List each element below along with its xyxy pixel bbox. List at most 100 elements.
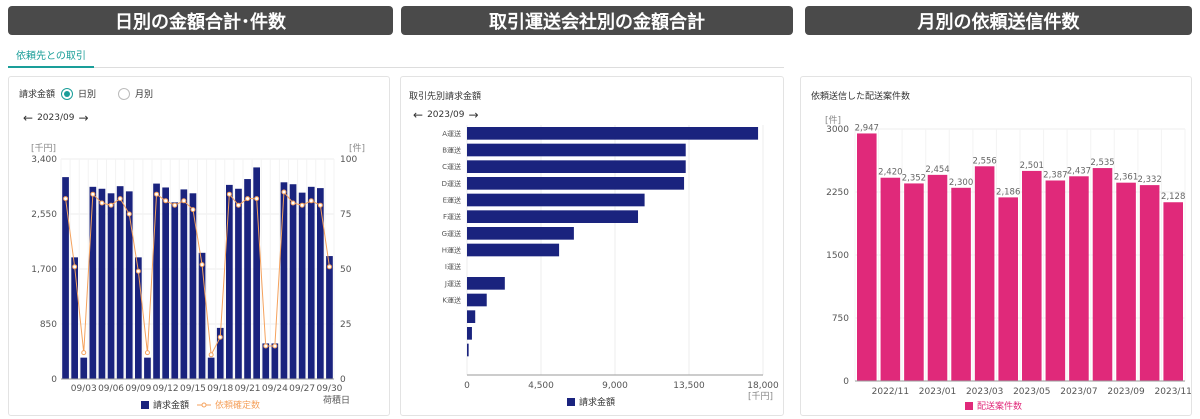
daily-xtick: 09/21: [235, 384, 261, 394]
daily-bar: [262, 343, 270, 379]
carrier-next-month-arrow-icon[interactable]: →: [468, 108, 479, 122]
daily-bar: [116, 186, 124, 379]
monthly-bar: [1092, 168, 1113, 381]
daily-bar: [180, 189, 188, 379]
monthly-ytick: 1500: [826, 251, 849, 261]
daily-bar: [216, 327, 224, 379]
daily-line-point: [63, 196, 69, 202]
monthly-bar-label: 2,535: [1090, 158, 1114, 168]
carrier-bar: [467, 327, 472, 340]
daily-bar: [107, 193, 115, 379]
monthly-bar-label: 2,437: [1067, 166, 1091, 176]
carrier-legend-swatch: [567, 397, 575, 406]
carrier-legend-label: 請求金額: [579, 398, 616, 408]
carrier-category: A運送: [442, 129, 461, 138]
daily-bar: [307, 186, 315, 379]
daily-bar: [226, 184, 233, 379]
daily-unit-right: [件]: [349, 142, 365, 154]
carrier-category: H運送: [442, 246, 461, 255]
banner-monthly: 月別の依頼送信件数: [805, 6, 1192, 35]
daily-line-point: [81, 350, 87, 356]
daily-toggle: 請求金額 日別 月別: [19, 87, 153, 100]
daily-xtick: 09/27: [289, 384, 315, 394]
monthly-xtick: 2023/11: [1155, 387, 1191, 397]
monthly-bar: [974, 166, 995, 381]
daily-bar: [189, 193, 197, 379]
daily-bar: [253, 167, 260, 379]
daily-legend: 請求金額 依頼確定数: [141, 398, 260, 411]
monthly-bar: [1163, 202, 1183, 381]
daily-ytick-left: 2,550: [31, 210, 57, 220]
monthly-ytick: 3000: [826, 125, 849, 135]
monthly-bar-label: 2,556: [972, 156, 996, 166]
daily-line-point: [263, 343, 269, 349]
daily-bar: [271, 343, 279, 379]
daily-line-point: [190, 207, 196, 213]
daily-ytick-left: 0: [51, 375, 57, 385]
radio-monthly-label: 月別: [135, 90, 154, 100]
daily-xtick: 09/15: [180, 384, 206, 394]
daily-ytick-left: 1,700: [31, 265, 57, 275]
carrier-bar: [467, 210, 639, 223]
daily-bar: [125, 191, 133, 379]
daily-bar: [135, 257, 142, 379]
daily-line-point: [317, 202, 323, 208]
legend-bar-swatch: [141, 400, 149, 409]
monthly-bar: [1045, 180, 1066, 381]
banner-daily: 日別の金額合計･件数: [8, 6, 393, 35]
monthly-bar: [904, 183, 924, 381]
monthly-xtick: 2023/07: [1060, 387, 1097, 397]
prev-month-arrow-icon[interactable]: ←: [23, 111, 34, 125]
carrier-category: C運送: [442, 162, 461, 171]
daily-unit-left: [千円]: [31, 143, 56, 154]
carrier-bar: [467, 143, 686, 157]
daily-bar: [326, 256, 333, 379]
radio-daily-label: 日別: [78, 90, 97, 100]
carrier-month: 2023/09: [427, 110, 465, 120]
daily-xtick: 09/30: [316, 384, 342, 394]
radio-daily[interactable]: [61, 87, 74, 100]
carrier-xtick: 4,500: [528, 381, 554, 391]
monthly-ytick: 2250: [826, 188, 849, 198]
monthly-bar-label: 2,947: [855, 123, 879, 133]
carrier-category: E運送: [443, 196, 461, 205]
banner-carrier: 取引運送会社別の金額合計: [401, 6, 793, 35]
daily-chart: [千円] [件] 0 0 850 25 1,700 50 2,550 75 3,400 100 09/0…: [31, 142, 365, 406]
radio-monthly[interactable]: [118, 87, 131, 100]
daily-month-nav: ← 2023/09 →: [19, 111, 93, 125]
monthly-bar-label: 2,501: [1020, 161, 1044, 171]
daily-bar: [198, 252, 206, 379]
daily-xtick: 09/09: [125, 384, 151, 394]
monthly-bar-label: 2,387: [1043, 170, 1067, 180]
daily-bar: [89, 186, 97, 379]
monthly-ytick: 0: [843, 377, 849, 387]
daily-line-point: [226, 191, 232, 197]
carrier-xtick: 0: [464, 381, 470, 391]
carrier-prev-month-arrow-icon[interactable]: ←: [413, 108, 424, 122]
tab-bar: 依頼先との取引: [8, 42, 784, 68]
carrier-bar: [467, 177, 685, 190]
next-month-arrow-icon[interactable]: →: [78, 111, 89, 125]
carrier-category: J運送: [444, 279, 461, 288]
monthly-bar-label: 2,332: [1137, 175, 1161, 185]
monthly-xtick: 2022/11: [872, 387, 909, 397]
daily-ytick-right: 75: [340, 210, 351, 220]
monthly-xtick: 2023/03: [966, 387, 1003, 397]
daily-line-point: [308, 198, 314, 204]
daily-ytick-left: 3,400: [31, 155, 57, 165]
tab-transactions[interactable]: 依頼先との取引: [8, 42, 94, 68]
carrier-xtick: 13,500: [673, 381, 705, 391]
daily-ytick-left: 850: [40, 320, 57, 330]
carrier-xtick: 9,000: [602, 381, 628, 391]
daily-toggle-label: 請求金額: [19, 90, 56, 100]
daily-line-point: [72, 264, 78, 270]
monthly-bar-label: 2,128: [1161, 192, 1185, 202]
daily-line-point: [99, 200, 105, 206]
daily-line-point: [217, 334, 223, 340]
carrier-bar: [467, 193, 645, 207]
panel-carrier: 取引先別請求金額 ← 2023/09 → 0 4,500 9,000 13,500 18…: [400, 76, 784, 416]
daily-line-point: [290, 200, 296, 206]
daily-line-point: [108, 202, 114, 208]
daily-bar: [80, 357, 88, 379]
daily-ytick-right: 50: [340, 265, 352, 275]
